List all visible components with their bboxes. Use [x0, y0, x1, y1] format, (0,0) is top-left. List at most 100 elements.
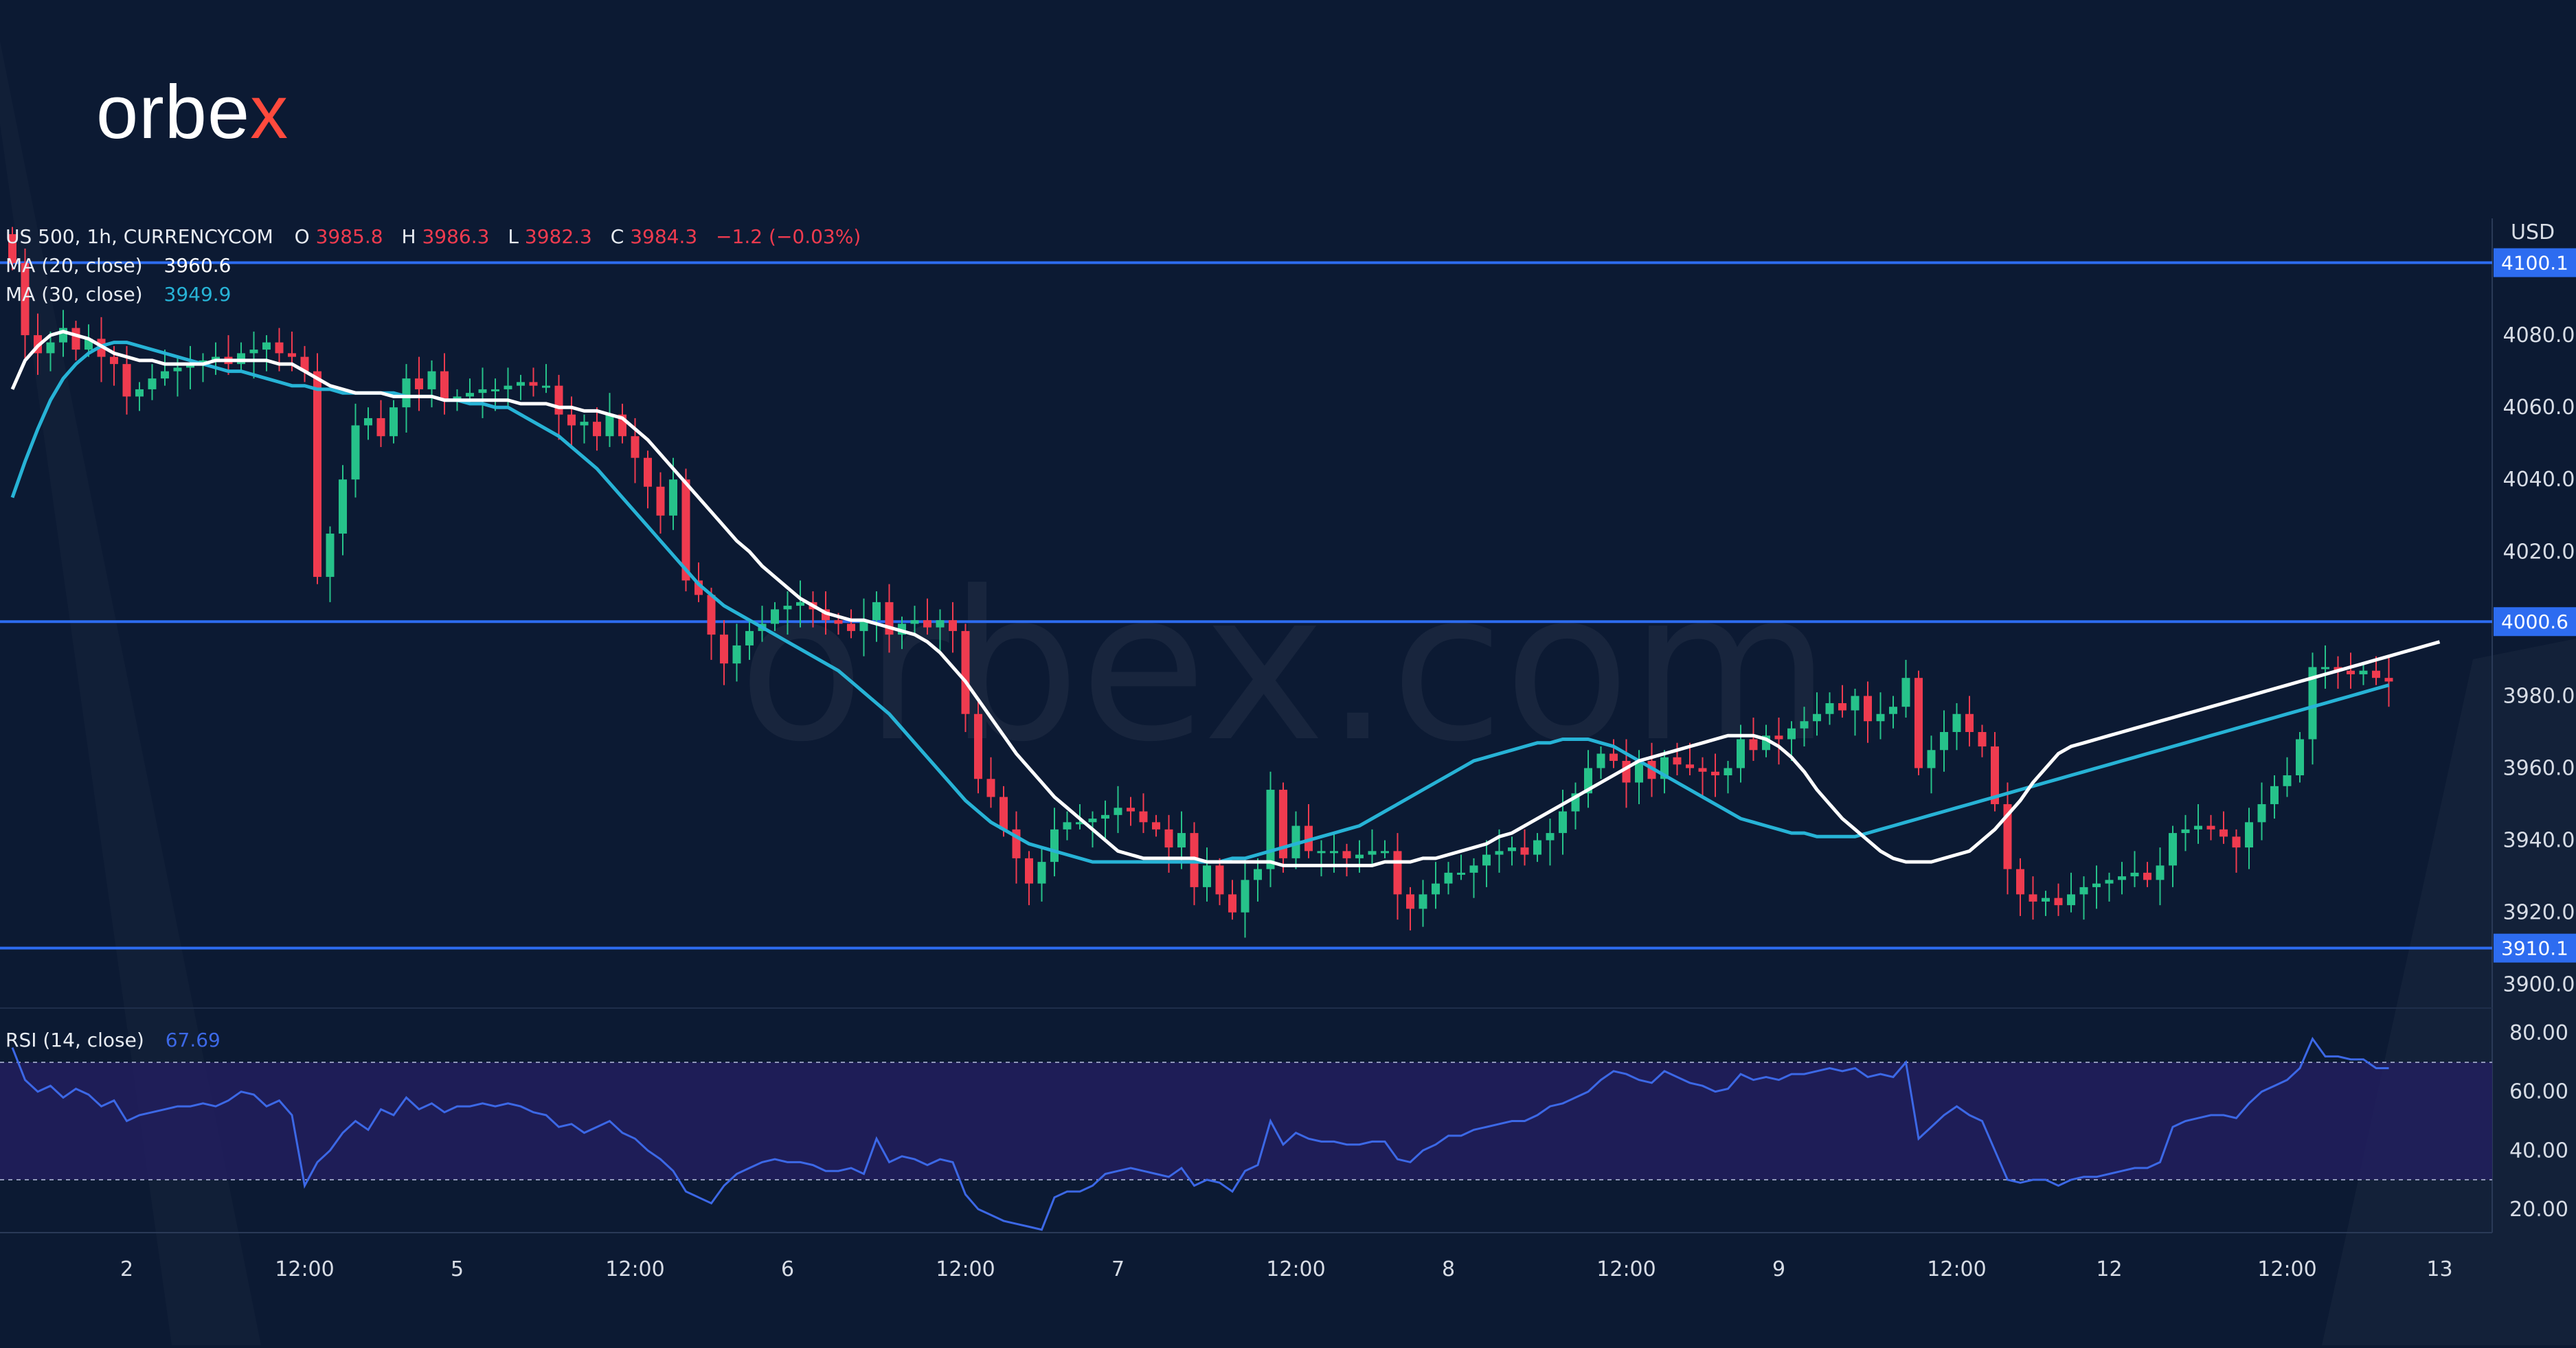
- price-tick-label: 3940.0: [2503, 829, 2575, 853]
- candle-body: [796, 602, 804, 606]
- candle-body: [1724, 768, 1732, 776]
- candle-body: [2029, 894, 2037, 902]
- candle-body: [2245, 822, 2253, 848]
- candle-body: [2194, 825, 2202, 830]
- candle-body: [1622, 761, 1631, 783]
- candle-body: [1393, 851, 1402, 895]
- time-tick-label: 13: [2426, 1257, 2452, 1281]
- candle-body: [1025, 858, 1033, 884]
- level-label: 4000.6: [2501, 610, 2568, 633]
- candle-body: [1635, 761, 1643, 783]
- legend-o-label: O: [295, 225, 310, 248]
- candle-body: [2105, 880, 2114, 884]
- candle-body: [1533, 840, 1541, 855]
- candle-body: [1559, 811, 1567, 834]
- candle-body: [2003, 804, 2012, 869]
- candle-body: [1063, 822, 1072, 830]
- candle-body: [1368, 851, 1377, 855]
- legend-h-label: H: [402, 225, 416, 248]
- candle-body: [288, 353, 296, 357]
- candle-body: [1177, 833, 1186, 848]
- candle-body: [313, 371, 321, 578]
- candle-body: [1927, 750, 1936, 768]
- candle-body: [1432, 883, 1440, 895]
- rsi-tick-label: 40.00: [2509, 1139, 2568, 1163]
- candle-body: [1698, 768, 1707, 772]
- level-badge: [2494, 248, 2576, 277]
- candle-body: [1889, 707, 1897, 714]
- candle-body: [1838, 702, 1846, 711]
- candle-body: [1203, 865, 1211, 887]
- candle-body: [1101, 814, 1109, 819]
- candle-body: [1228, 894, 1236, 913]
- candle-body: [2283, 775, 2292, 786]
- candle-body: [1609, 753, 1618, 762]
- candle-body: [2181, 829, 2190, 834]
- candle-body: [440, 371, 449, 400]
- candle-body: [249, 350, 258, 354]
- time-tick-label: 12:00: [2257, 1257, 2316, 1281]
- candle-body: [339, 479, 347, 534]
- candle-body: [1952, 713, 1961, 732]
- candle-body: [1864, 696, 1872, 722]
- candle-body: [681, 479, 690, 581]
- candle-body: [2079, 887, 2088, 895]
- candle-body: [2219, 829, 2228, 837]
- candle-body: [364, 418, 372, 426]
- candle-body: [2130, 872, 2139, 877]
- candle-body: [1266, 790, 1275, 869]
- candle-body: [1825, 702, 1834, 714]
- candle-body: [1088, 819, 1097, 823]
- candle-body: [2384, 678, 2393, 682]
- legend-l-label: L: [508, 225, 519, 248]
- candle-body: [1279, 790, 1287, 858]
- candle-body: [1711, 771, 1719, 776]
- candle-body: [1469, 865, 1478, 873]
- time-tick-label: 5: [451, 1257, 464, 1281]
- watermark-text: orbex.com: [738, 547, 1831, 787]
- candle-body: [1304, 825, 1313, 852]
- candle-body: [936, 620, 945, 628]
- rsi-line: [11, 1036, 2389, 1231]
- candle-body: [478, 389, 487, 393]
- legend-o-value: 3985.8: [316, 225, 383, 248]
- legend-rsi-label: RSI (14, close): [5, 1029, 144, 1051]
- level-badge: [2494, 933, 2576, 963]
- candle-body: [1851, 696, 1860, 711]
- candle-body: [402, 378, 411, 408]
- candle-body: [1050, 829, 1059, 863]
- candle-body: [1686, 764, 1694, 768]
- legend-ma30-value: 3949.9: [164, 283, 231, 306]
- candle-body: [2372, 670, 2380, 678]
- candle-body: [326, 534, 335, 578]
- price-tick-label: 4040.0: [2503, 468, 2575, 492]
- candle-body: [1673, 757, 1682, 765]
- candle-body: [1406, 894, 1414, 909]
- candle-body: [1152, 822, 1160, 830]
- candle-body: [376, 418, 385, 437]
- candle-body: [707, 595, 716, 635]
- price-tick-label: 3980.0: [2503, 684, 2575, 708]
- candle-body: [415, 378, 423, 389]
- candle-body: [262, 342, 271, 350]
- candle-body: [949, 620, 957, 631]
- candle-body: [2296, 739, 2304, 776]
- candle-body: [2016, 869, 2024, 895]
- candle-body: [1813, 713, 1821, 722]
- legend-h-value: 3986.3: [422, 225, 489, 248]
- candle-body: [2054, 898, 2063, 906]
- candle-body: [1355, 854, 1364, 858]
- candle-body: [2359, 670, 2368, 674]
- candle-body: [580, 422, 589, 426]
- level-label: 3910.1: [2501, 937, 2568, 960]
- candle-body: [71, 328, 80, 350]
- legend-symbol: US 500, 1h, CURRENCYCOM: [5, 225, 273, 248]
- candle-body: [2347, 670, 2355, 674]
- candle-body: [961, 630, 970, 714]
- candle-body: [1317, 851, 1326, 854]
- candle-body: [389, 407, 398, 437]
- candle-body: [1596, 753, 1605, 768]
- price-tick-label: 4060.0: [2503, 396, 2575, 420]
- time-tick-label: 7: [1111, 1257, 1125, 1281]
- time-tick-label: 9: [1772, 1257, 1785, 1281]
